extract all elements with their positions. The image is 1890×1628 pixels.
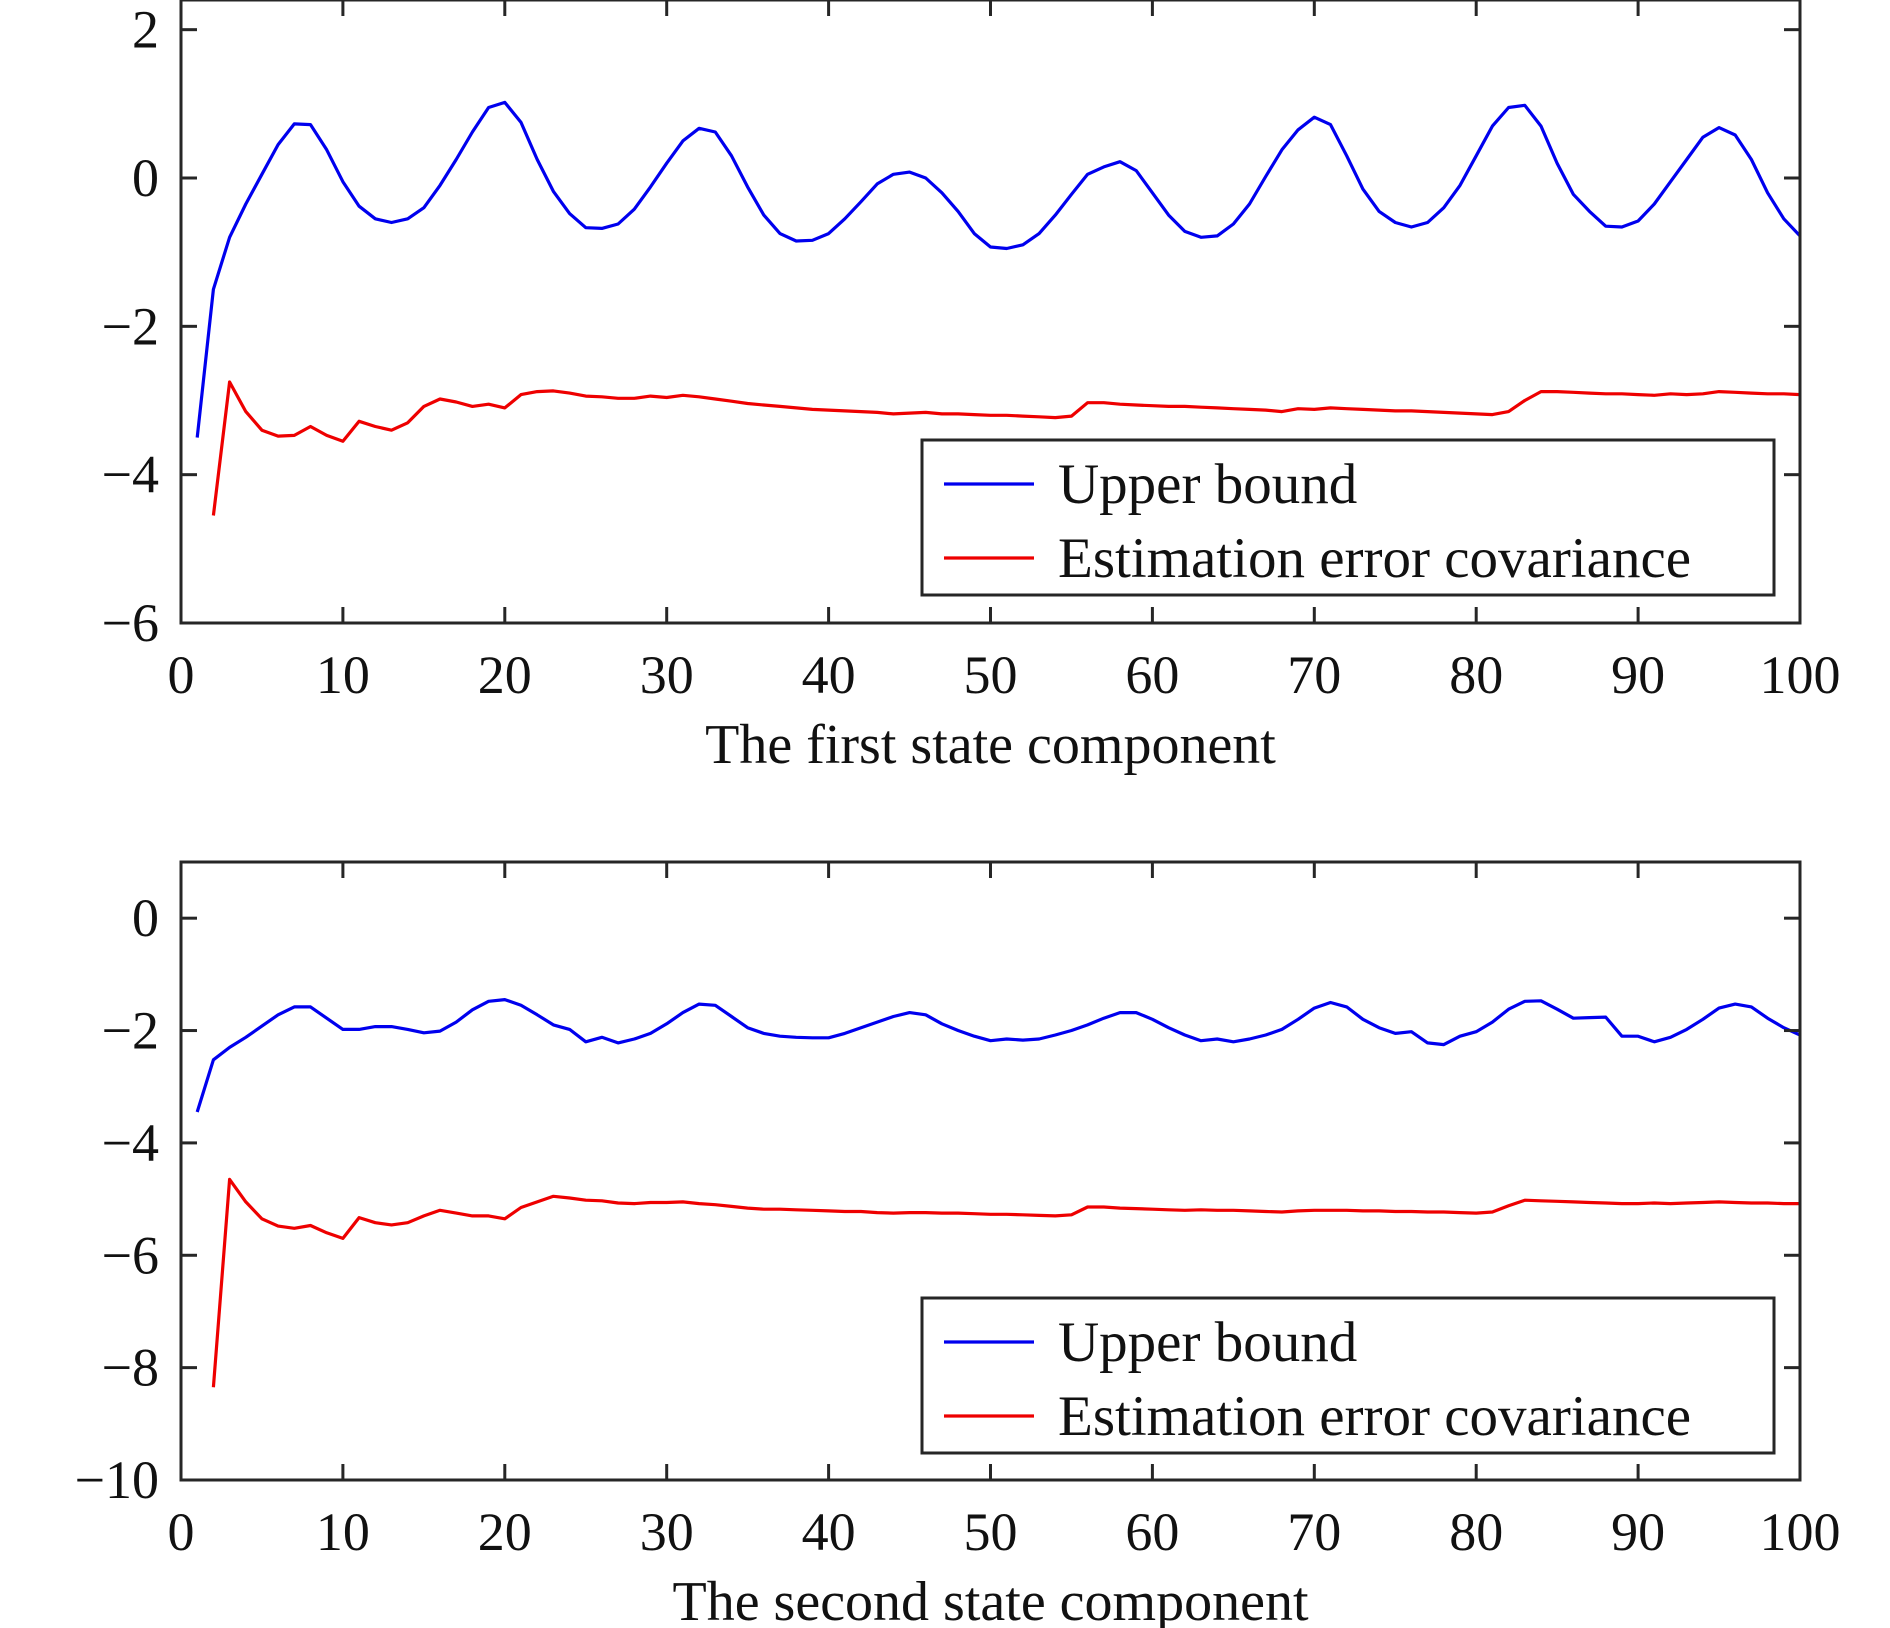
x-tick-label: 80 xyxy=(1449,645,1503,705)
series-line-estimation-error-covariance xyxy=(211,1177,1800,1388)
x-tick-label: 90 xyxy=(1611,645,1665,705)
x-tick-label: 0 xyxy=(168,1502,195,1562)
x-tick-label: 50 xyxy=(964,1502,1018,1562)
x-tick-label: 60 xyxy=(1125,1502,1179,1562)
y-tick-label: −4 xyxy=(102,1113,159,1173)
series-line-upper-bound xyxy=(195,100,1800,438)
x-tick-label: 20 xyxy=(478,1502,532,1562)
x-tick-label: 80 xyxy=(1449,1502,1503,1562)
x-tick-label: 20 xyxy=(478,645,532,705)
chart-panel-bottom: 0 10 20 30 40 50 60 70 80 90 100 −10 −8 −6 −4 −2 0 The se… xyxy=(75,860,1841,1628)
x-tick-label: 30 xyxy=(640,1502,694,1562)
x-tick-label: 100 xyxy=(1760,1502,1841,1562)
y-tick-label: 2 xyxy=(132,0,159,60)
legend-entry-label: Estimation error covariance xyxy=(1058,527,1691,590)
x-tick-label: 70 xyxy=(1287,1502,1341,1562)
x-tick-label: 10 xyxy=(316,1502,370,1562)
x-axis-label: The first state component xyxy=(705,714,1276,776)
x-tick-label: 100 xyxy=(1760,645,1841,705)
x-tick-label: 0 xyxy=(168,645,195,705)
x-tick-label: 60 xyxy=(1125,645,1179,705)
y-tick-label: −2 xyxy=(102,296,159,356)
y-tick-label: −10 xyxy=(75,1450,159,1510)
y-tick-label: −6 xyxy=(102,593,159,653)
x-tick-label: 40 xyxy=(802,645,856,705)
y-tick-label: −8 xyxy=(102,1338,159,1398)
y-tick-label: −2 xyxy=(102,1001,159,1061)
legend-box xyxy=(920,1296,1776,1455)
legend-entry-label: Upper bound xyxy=(1058,453,1357,516)
chart-panel-top: 0 10 20 30 40 50 60 70 80 90 100 −6 −4 −2 0 2 The first … xyxy=(102,0,1841,776)
x-tick-label: 90 xyxy=(1611,1502,1665,1562)
legend-box xyxy=(920,438,1776,597)
legend-entry-label: Upper bound xyxy=(1058,1311,1357,1374)
x-tick-label: 70 xyxy=(1287,645,1341,705)
legend-entry-label: Estimation error covariance xyxy=(1058,1385,1691,1448)
y-tick-label: −6 xyxy=(102,1225,159,1285)
x-tick-label: 10 xyxy=(316,645,370,705)
y-tick-label: 0 xyxy=(132,888,159,948)
series-line-estimation-error-covariance xyxy=(211,380,1800,516)
x-axis-label: The second state component xyxy=(672,1571,1308,1628)
x-tick-label: 30 xyxy=(640,645,694,705)
y-tick-label: 0 xyxy=(132,148,159,208)
x-tick-label: 40 xyxy=(802,1502,856,1562)
y-tick-label: −4 xyxy=(102,445,159,505)
x-tick-label: 50 xyxy=(964,645,1018,705)
series-line-upper-bound xyxy=(195,997,1800,1113)
